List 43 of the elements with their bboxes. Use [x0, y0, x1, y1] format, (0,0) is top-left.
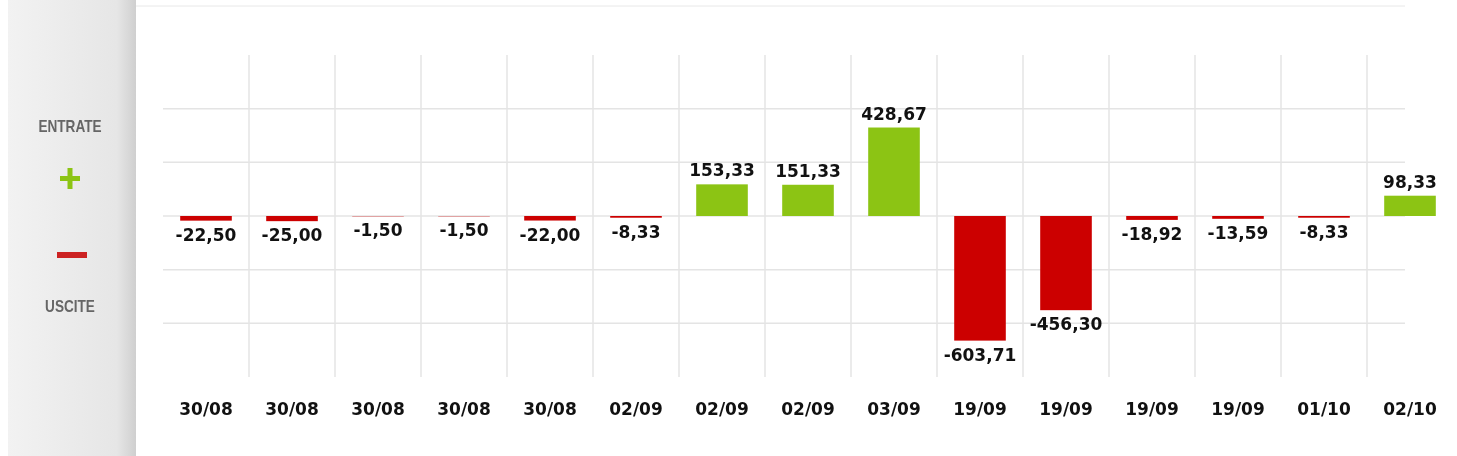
bar	[1384, 195, 1436, 216]
x-tick-label: 30/08	[265, 399, 319, 420]
bar	[266, 216, 318, 222]
text: ENTRATE	[38, 117, 102, 136]
data-label: 428,67	[861, 103, 927, 124]
data-label: -456,30	[1029, 314, 1103, 335]
data-label: -22,50	[175, 224, 237, 245]
bar	[1040, 216, 1092, 311]
x-tick-label: 19/09	[1125, 399, 1179, 420]
data-label: -22,00	[519, 224, 581, 245]
x-tick-label: 19/09	[1211, 399, 1265, 420]
data-label: -1,50	[439, 220, 489, 241]
data-label: -13,59	[1207, 222, 1269, 243]
x-tick-label: 01/10	[1297, 399, 1351, 420]
data-label: -603,71	[943, 344, 1017, 365]
x-tick-label: 02/09	[609, 399, 663, 420]
x-tick-label: 30/08	[523, 399, 577, 420]
x-tick-label: 19/09	[1039, 399, 1093, 420]
bar	[524, 216, 576, 221]
data-label: -25,00	[261, 225, 323, 246]
data-label: -8,33	[1299, 221, 1349, 242]
x-tick-label: 30/08	[351, 399, 405, 420]
x-tick-label: 02/09	[695, 399, 749, 420]
data-label: 153,33	[689, 160, 755, 181]
x-tick-label: 19/09	[953, 399, 1007, 420]
data-label: -8,33	[611, 221, 661, 242]
bar	[696, 184, 748, 216]
x-tick-label: 02/10	[1383, 399, 1437, 420]
data-label: 98,33	[1383, 171, 1437, 192]
x-tick-label: 03/09	[867, 399, 921, 420]
bar	[868, 127, 920, 216]
text: USCITE	[45, 297, 95, 316]
x-tick-label: 30/08	[179, 399, 233, 420]
bar	[782, 184, 834, 216]
bar	[180, 216, 232, 221]
data-label: -1,50	[353, 220, 403, 241]
x-tick-label: 02/09	[781, 399, 835, 420]
bar	[954, 216, 1006, 341]
data-label: 151,33	[775, 160, 841, 181]
x-tick-label: 30/08	[437, 399, 491, 420]
data-label: -18,92	[1121, 223, 1183, 244]
bar	[1126, 216, 1178, 220]
bar	[1212, 216, 1264, 219]
